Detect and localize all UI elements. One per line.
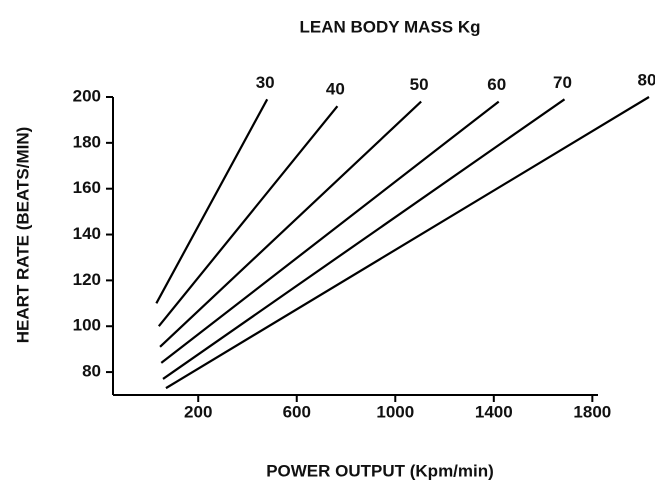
y-tick-label: 140 — [73, 224, 101, 243]
series-label: 80 — [638, 70, 655, 89]
y-tick-label: 80 — [82, 362, 101, 381]
line — [159, 100, 422, 348]
series-label: 30 — [256, 73, 275, 92]
line — [155, 98, 269, 304]
y-tick-label: 120 — [73, 270, 101, 289]
x-tick-label: 1800 — [573, 402, 611, 421]
y-tick-label: 100 — [73, 316, 101, 335]
line — [162, 98, 566, 380]
series-label: 50 — [410, 75, 429, 94]
line — [165, 96, 650, 390]
x-tick-label: 1000 — [376, 402, 414, 421]
x-tick-label: 600 — [283, 402, 311, 421]
chart-title: LEAN BODY MASS Kg — [299, 17, 480, 36]
y-axis-label: HEART RATE (BEATS/MIN) — [13, 127, 32, 344]
y-tick-label: 180 — [73, 132, 101, 151]
line — [157, 105, 339, 327]
series-label: 60 — [487, 75, 506, 94]
series-label: 40 — [326, 80, 345, 99]
x-axis-label: POWER OUTPUT (Kpm/min) — [266, 461, 494, 480]
line — [160, 100, 500, 364]
x-tick-label: 1400 — [475, 402, 513, 421]
series-label: 70 — [553, 73, 572, 92]
y-tick-label: 200 — [73, 86, 101, 105]
x-tick-label: 200 — [184, 402, 212, 421]
y-tick-label: 160 — [73, 178, 101, 197]
